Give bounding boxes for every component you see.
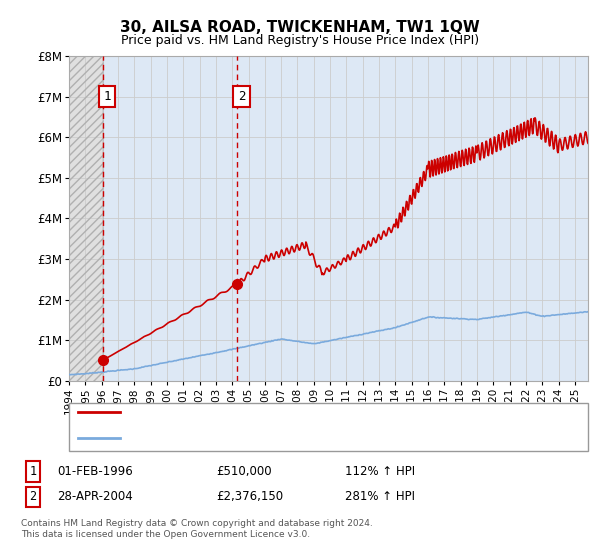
Text: 112% ↑ HPI: 112% ↑ HPI — [345, 465, 415, 478]
Text: 1: 1 — [103, 90, 111, 103]
Bar — [69, 56, 103, 381]
Bar — [69, 56, 103, 381]
Text: Price paid vs. HM Land Registry's House Price Index (HPI): Price paid vs. HM Land Registry's House … — [121, 34, 479, 46]
Text: 1: 1 — [29, 465, 37, 478]
Text: 01-FEB-1996: 01-FEB-1996 — [57, 465, 133, 478]
Text: 30, AILSA ROAD, TWICKENHAM, TW1 1QW (detached house): 30, AILSA ROAD, TWICKENHAM, TW1 1QW (det… — [126, 407, 463, 417]
Text: 28-APR-2004: 28-APR-2004 — [57, 490, 133, 503]
Text: HPI: Average price, detached house, Richmond upon Thames: HPI: Average price, detached house, Rich… — [126, 433, 467, 443]
Text: 2: 2 — [29, 490, 37, 503]
Text: 2: 2 — [238, 90, 245, 103]
Text: 30, AILSA ROAD, TWICKENHAM, TW1 1QW: 30, AILSA ROAD, TWICKENHAM, TW1 1QW — [120, 20, 480, 35]
Text: £510,000: £510,000 — [216, 465, 272, 478]
Text: £2,376,150: £2,376,150 — [216, 490, 283, 503]
Bar — [103, 56, 238, 381]
Text: Contains HM Land Registry data © Crown copyright and database right 2024.
This d: Contains HM Land Registry data © Crown c… — [21, 520, 373, 539]
Text: 281% ↑ HPI: 281% ↑ HPI — [345, 490, 415, 503]
